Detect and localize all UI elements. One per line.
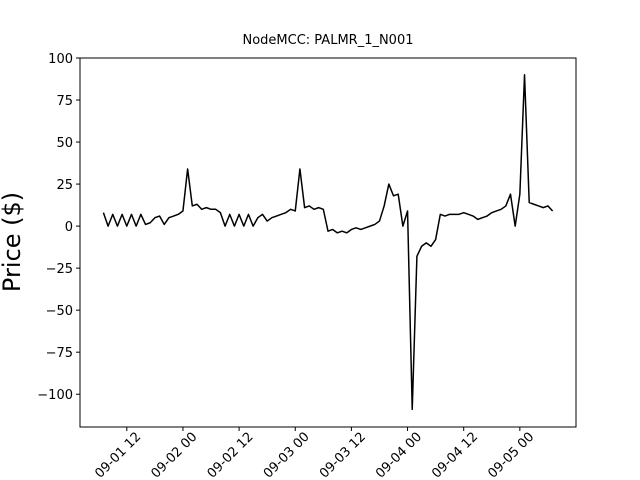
- y-tick-label: −25: [46, 262, 73, 277]
- y-tick-label: 100: [48, 52, 73, 67]
- y-tick-label: 0: [65, 220, 73, 235]
- x-tick-label: 09-04 12: [429, 430, 481, 480]
- y-axis-label: Price ($): [0, 192, 26, 292]
- x-tick-label: 09-04 00: [373, 430, 425, 480]
- x-tick-label: 09-05 00: [485, 430, 537, 480]
- price-line: [102, 74, 554, 411]
- y-tick-label: −75: [46, 346, 73, 361]
- chart-title: NodeMCC: PALMR_1_N001: [242, 33, 413, 48]
- plot-frame: [79, 57, 577, 428]
- y-tick-label: −50: [46, 304, 73, 319]
- y-tick-label: 75: [56, 94, 73, 109]
- y-tick-label: −100: [37, 388, 73, 403]
- x-tick-label: 09-02 12: [205, 430, 257, 480]
- x-tick-label: 09-02 00: [148, 430, 200, 480]
- x-tick-label: 09-03 12: [317, 430, 369, 480]
- y-tick-label: 50: [56, 136, 73, 151]
- y-tick-label: 25: [56, 178, 73, 193]
- x-tick-label: 09-01 12: [92, 430, 144, 480]
- x-tick-label: 09-03 00: [261, 430, 313, 480]
